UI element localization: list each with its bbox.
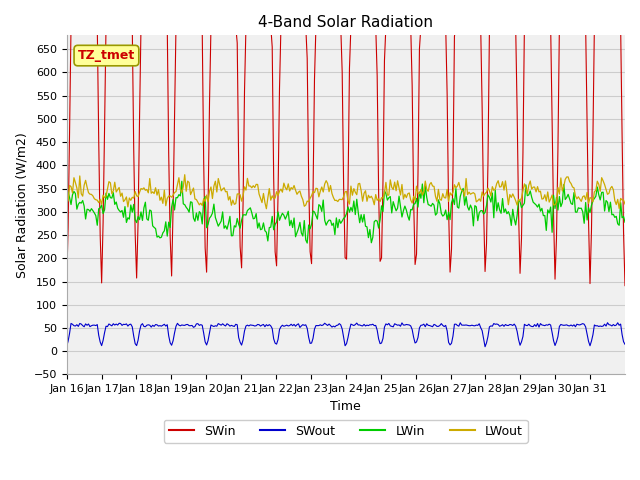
Line: SWin: SWin [67,26,625,286]
SWout [63,344,70,349]
LWin [82,216,90,222]
LWin [464,204,472,210]
LWout [99,192,107,198]
SWin [83,23,91,29]
LWout [620,197,627,203]
LWout [547,196,554,202]
LWout [82,178,90,183]
SWout [82,321,90,327]
SWout [461,322,468,328]
SWout [99,337,107,343]
SWout [545,321,553,327]
Legend: SWin, SWout, LWin, LWout: SWin, SWout, LWin, LWout [164,420,528,443]
Line: SWout: SWout [67,323,625,347]
Y-axis label: Solar Radiation (W/m2): Solar Radiation (W/m2) [15,132,28,278]
X-axis label: Time: Time [330,400,361,413]
SWin [351,23,359,29]
Text: TZ_tmet: TZ_tmet [78,49,135,62]
LWout [262,206,270,212]
SWout [621,341,629,347]
LWin [547,204,554,210]
LWout [464,192,472,197]
LWin [621,219,629,225]
LWin [353,196,360,202]
Title: 4-Band Solar Radiation: 4-Band Solar Radiation [259,15,433,30]
SWin [545,23,553,29]
LWin [303,240,311,246]
LWin [63,209,70,215]
LWin [99,211,107,216]
SWout [620,339,627,345]
SWout [481,344,489,349]
SWin [618,132,626,138]
Line: LWin: LWin [67,181,625,243]
LWout [63,197,70,203]
SWout [350,323,358,328]
LWout [181,172,189,178]
LWout [353,192,360,198]
LWin [620,214,627,219]
SWout [604,320,611,325]
LWout [621,201,629,207]
SWin [63,280,70,286]
SWin [462,23,470,29]
Line: LWout: LWout [67,175,625,209]
SWin [621,283,629,288]
LWin [178,179,186,184]
SWin [67,23,75,29]
SWin [100,126,108,132]
